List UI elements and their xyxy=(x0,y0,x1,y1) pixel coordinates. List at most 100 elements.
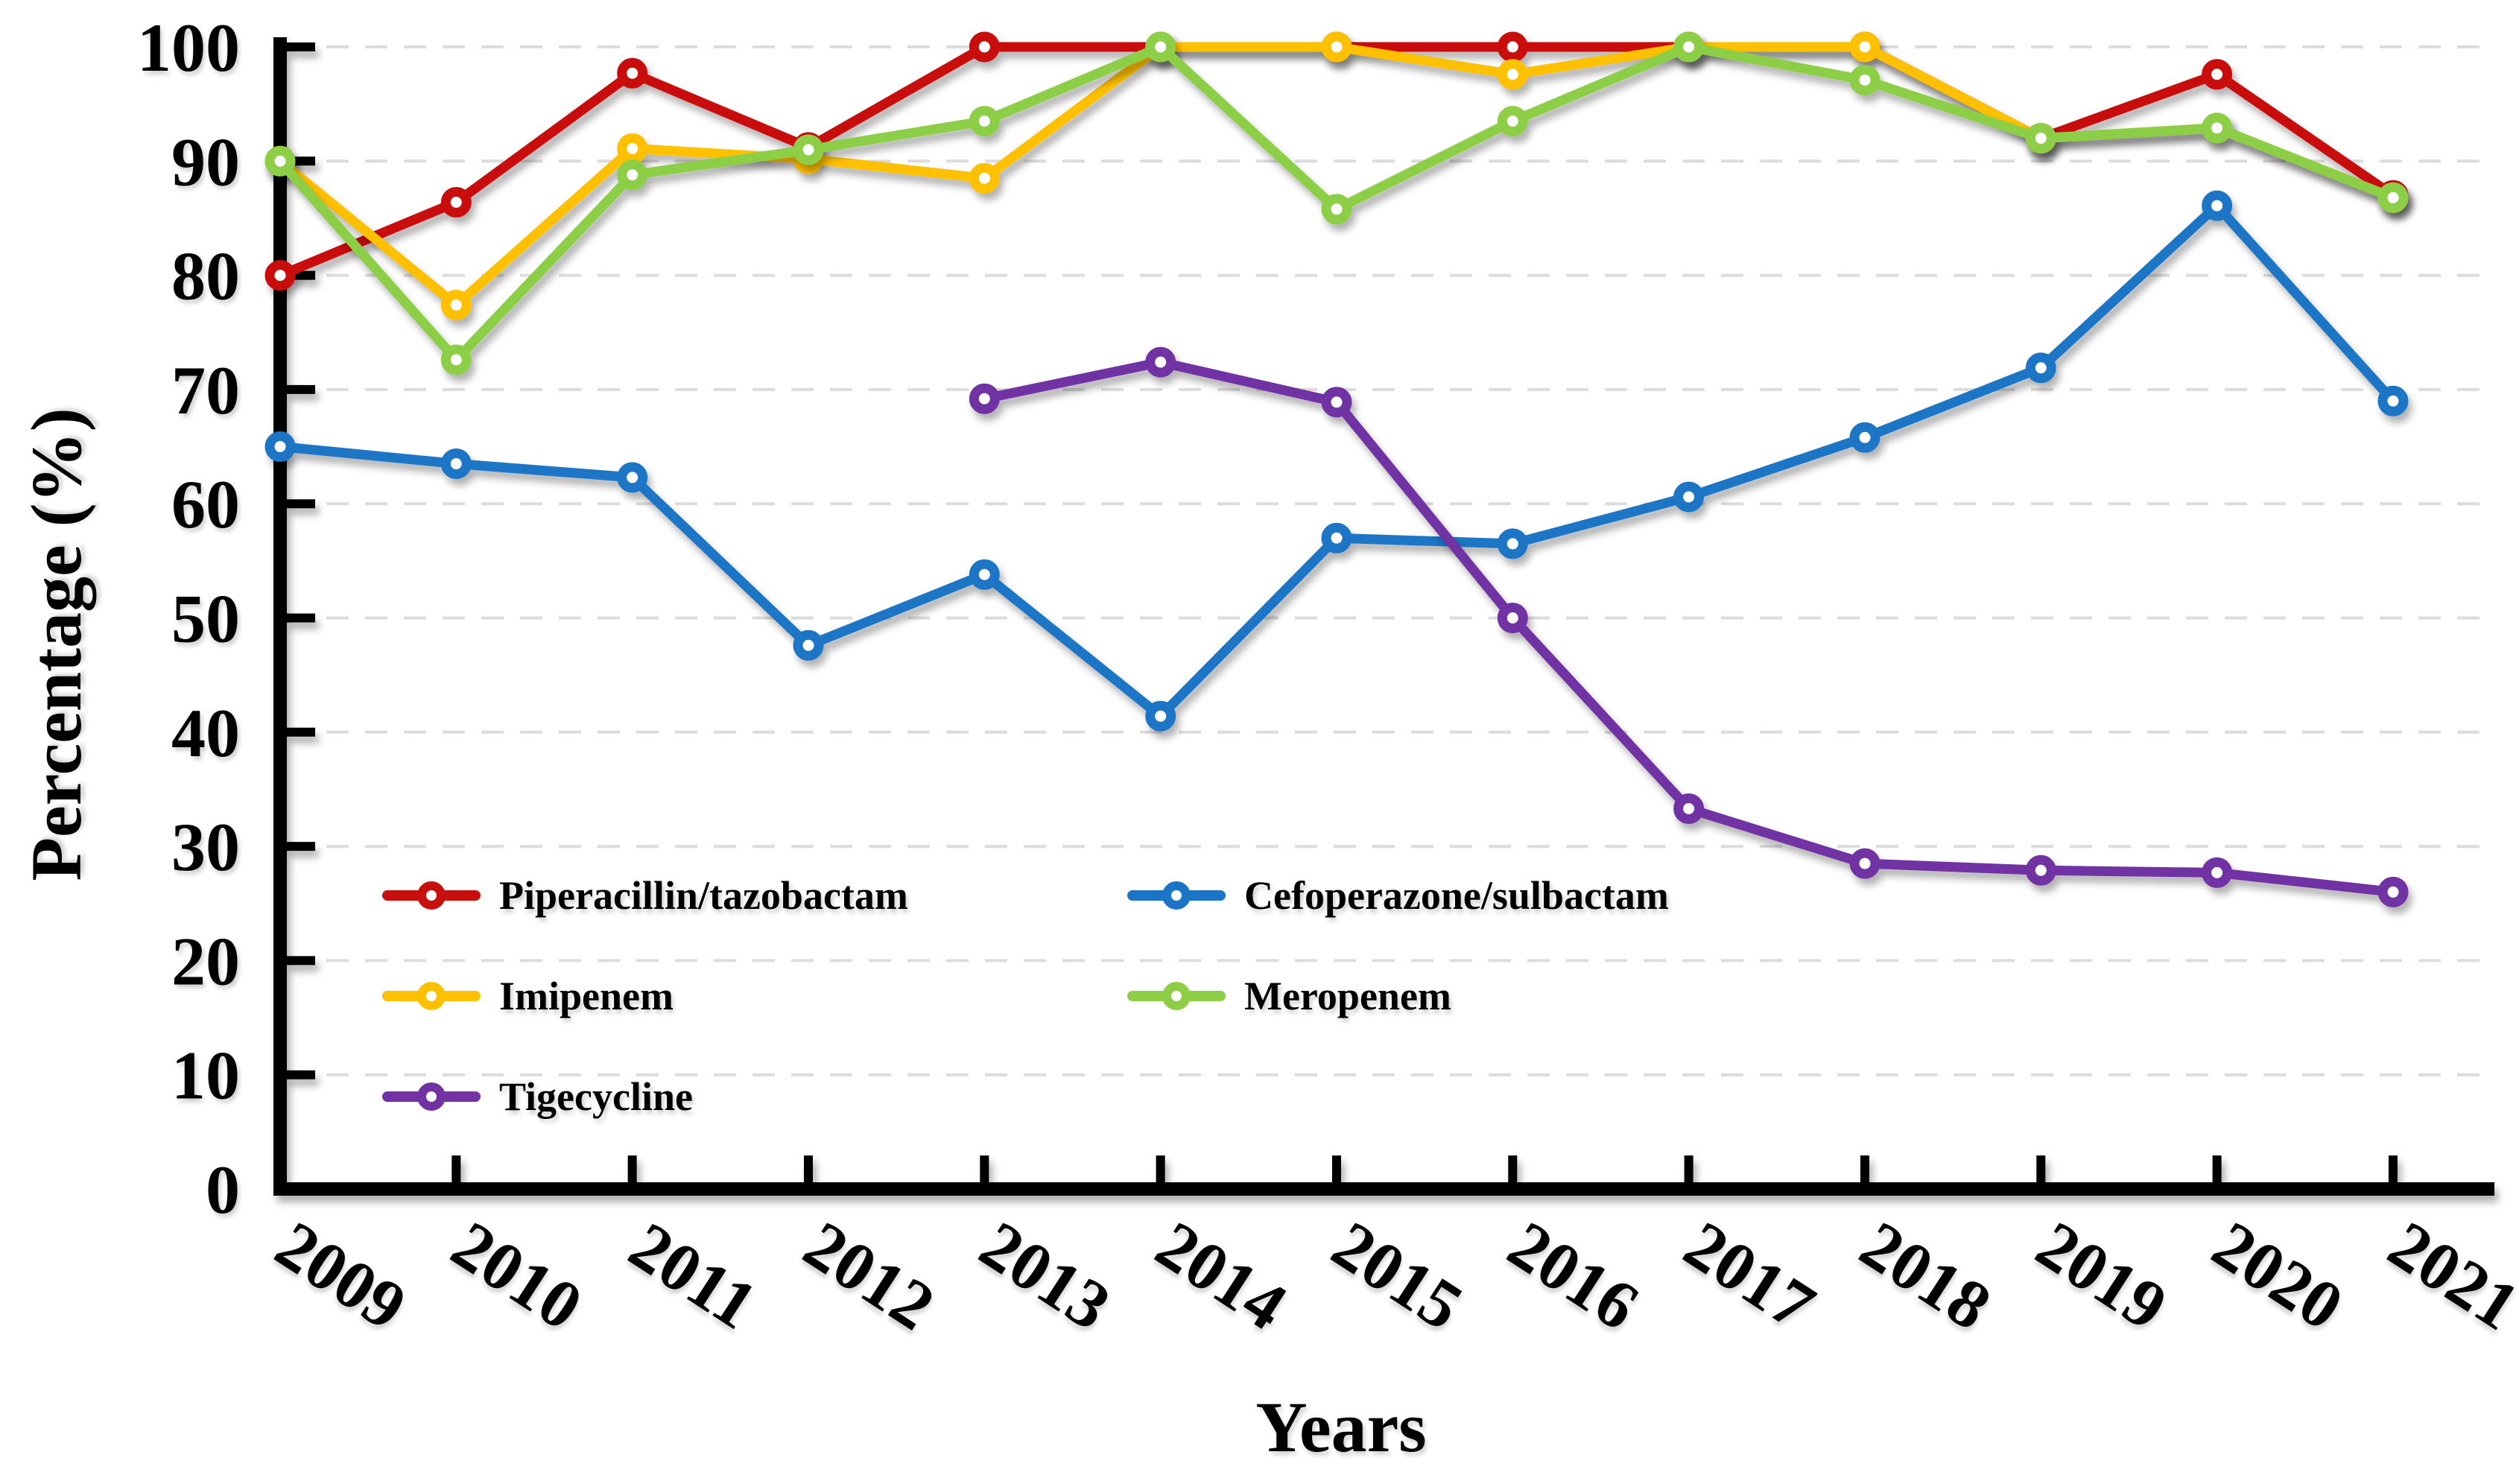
x-tick-label-2009: 2009 xyxy=(263,1206,419,1345)
series-line-cefoperazone-sulbactam xyxy=(275,200,2398,721)
marker-piperacillin-tazobactam-2013 xyxy=(969,31,1000,63)
legend-item-tigecycline: Tigecycline xyxy=(382,1074,693,1119)
marker-meropenem-2011 xyxy=(617,159,648,191)
marker-meropenem-2013 xyxy=(969,106,1000,137)
series-line-imipenem xyxy=(275,42,2398,310)
series-tigecycline xyxy=(969,346,2409,907)
y-axis-title: Percentage (%) xyxy=(16,408,96,881)
data-series xyxy=(264,31,2409,907)
marker-meropenem-2019 xyxy=(2025,123,2056,154)
marker-piperacillin-tazobactam-2020 xyxy=(2202,59,2233,90)
legend-marker-piperacillin-tazobactam xyxy=(417,881,446,910)
legend-item-imipenem: Imipenem xyxy=(382,974,674,1018)
marker-cefoperazone-sulbactam-2014 xyxy=(1145,700,1176,732)
marker-tigecycline-2019 xyxy=(2025,854,2056,886)
marker-piperacillin-tazobactam-2010 xyxy=(440,187,472,218)
x-tick-label-2015: 2015 xyxy=(1319,1206,1476,1345)
y-tick-label-100: 100 xyxy=(137,10,240,86)
legend-marker-tigecycline xyxy=(417,1082,446,1111)
marker-cefoperazone-sulbactam-2012 xyxy=(793,630,824,661)
x-axis-title: Years xyxy=(1255,1387,1426,1467)
legend-label-cefoperazone-sulbactam: Cefoperazone/sulbactam xyxy=(1244,873,1669,918)
y-tick-label-20: 20 xyxy=(171,923,240,999)
marker-tigecycline-2015 xyxy=(1321,387,1352,418)
x-tick-label-2016: 2016 xyxy=(1495,1206,1652,1345)
x-tick-label-2014: 2014 xyxy=(1144,1206,1300,1345)
x-tick-label-2021: 2021 xyxy=(2376,1206,2519,1345)
marker-cefoperazone-sulbactam-2019 xyxy=(2025,352,2056,384)
marker-meropenem-2016 xyxy=(1497,106,1528,137)
y-tick-label-10: 10 xyxy=(171,1038,240,1114)
y-tick-label-0: 0 xyxy=(206,1152,240,1228)
marker-meropenem-2009 xyxy=(264,145,296,177)
x-tick-label-2019: 2019 xyxy=(2024,1206,2180,1345)
x-tick-label-2017: 2017 xyxy=(1672,1206,1828,1345)
legend-item-cefoperazone-sulbactam: Cefoperazone/sulbactam xyxy=(1127,873,1669,918)
y-tick-label-40: 40 xyxy=(171,695,240,771)
x-tick-label-2011: 2011 xyxy=(617,1208,770,1344)
marker-piperacillin-tazobactam-2016 xyxy=(1497,31,1528,63)
marker-tigecycline-2018 xyxy=(1849,848,1880,879)
y-tick-label-50: 50 xyxy=(171,581,240,657)
x-tick-label-2012: 2012 xyxy=(791,1206,948,1345)
y-tick-label-90: 90 xyxy=(171,124,240,200)
legend-marker-cefoperazone-sulbactam xyxy=(1162,881,1191,910)
legend-label-piperacillin-tazobactam: Piperacillin/tazobactam xyxy=(499,873,908,918)
marker-meropenem-2014 xyxy=(1145,31,1176,63)
marker-imipenem-2010 xyxy=(440,290,472,320)
marker-tigecycline-2016 xyxy=(1497,603,1528,633)
legend-label-meropenem: Meropenem xyxy=(1244,974,1451,1018)
y-tick-label-30: 30 xyxy=(171,809,240,885)
legend: Piperacillin/tazobactam Cefoperazone/sulb… xyxy=(382,873,1669,1119)
marker-tigecycline-2021 xyxy=(2377,876,2409,907)
marker-cefoperazone-sulbactam-2015 xyxy=(1321,522,1352,554)
marker-meropenem-2021 xyxy=(2377,182,2409,213)
marker-imipenem-2018 xyxy=(1849,31,1880,63)
legend-label-imipenem: Imipenem xyxy=(499,974,674,1018)
x-tick-label-2013: 2013 xyxy=(967,1206,1124,1345)
marker-cefoperazone-sulbactam-2011 xyxy=(617,462,648,493)
marker-cefoperazone-sulbactam-2018 xyxy=(1849,422,1880,453)
legend-item-piperacillin-tazobactam: Piperacillin/tazobactam xyxy=(382,873,908,918)
marker-meropenem-2012 xyxy=(793,134,824,165)
marker-cefoperazone-sulbactam-2020 xyxy=(2202,190,2233,221)
marker-tigecycline-2013 xyxy=(969,383,1000,414)
marker-cefoperazone-sulbactam-2013 xyxy=(969,559,1000,590)
legend-item-meropenem: Meropenem xyxy=(1127,974,1451,1018)
series-imipenem xyxy=(264,31,2409,320)
marker-imipenem-2016 xyxy=(1497,59,1528,90)
legend-marker-imipenem xyxy=(417,982,446,1010)
marker-imipenem-2015 xyxy=(1321,31,1352,63)
marker-meropenem-2015 xyxy=(1321,194,1352,225)
legend-marker-meropenem xyxy=(1162,982,1191,1010)
x-tick-label-2020: 2020 xyxy=(2200,1206,2357,1345)
y-tick-label-70: 70 xyxy=(171,352,240,428)
marker-meropenem-2010 xyxy=(440,344,472,375)
y-tick-label-60: 60 xyxy=(171,466,240,542)
marker-meropenem-2020 xyxy=(2202,112,2233,144)
legend-label-tigecycline: Tigecycline xyxy=(499,1074,693,1119)
marker-tigecycline-2020 xyxy=(2202,857,2233,888)
marker-cefoperazone-sulbactam-2016 xyxy=(1497,528,1528,559)
marker-piperacillin-tazobactam-2011 xyxy=(617,57,648,89)
marker-imipenem-2011 xyxy=(617,133,648,164)
marker-meropenem-2018 xyxy=(1849,65,1880,95)
x-tick-label-2018: 2018 xyxy=(1848,1206,2004,1345)
marker-cefoperazone-sulbactam-2017 xyxy=(1673,481,1705,513)
marker-piperacillin-tazobactam-2009 xyxy=(264,260,296,291)
series-meropenem xyxy=(264,31,2409,375)
axes xyxy=(273,37,2494,1196)
marker-cefoperazone-sulbactam-2009 xyxy=(264,431,296,462)
marker-meropenem-2017 xyxy=(1673,31,1705,63)
marker-tigecycline-2017 xyxy=(1673,793,1705,824)
gridlines xyxy=(288,45,2488,1076)
marker-tigecycline-2014 xyxy=(1145,346,1176,378)
marker-cefoperazone-sulbactam-2010 xyxy=(440,448,472,479)
marker-cefoperazone-sulbactam-2021 xyxy=(2377,385,2409,416)
x-tick-label-2010: 2010 xyxy=(439,1206,595,1345)
marker-imipenem-2013 xyxy=(969,162,1000,194)
series-cefoperazone-sulbactam xyxy=(264,190,2409,732)
y-tick-label-80: 80 xyxy=(171,238,240,314)
